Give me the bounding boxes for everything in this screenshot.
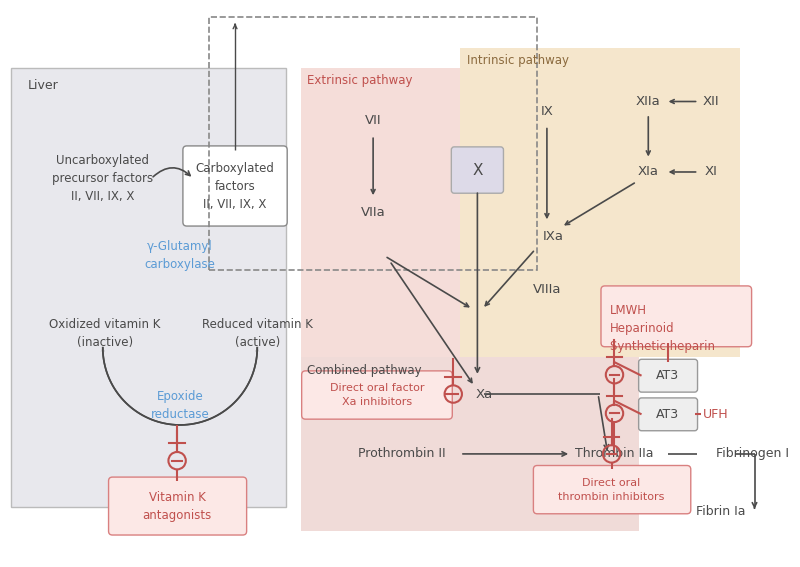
Bar [301,67,460,357]
FancyBboxPatch shape [109,477,246,535]
Text: Oxidized vitamin K
(inactive): Oxidized vitamin K (inactive) [49,318,160,349]
Text: Xa: Xa [475,388,493,400]
Bar [460,48,740,357]
Text: XII: XII [702,95,719,108]
Text: Fibrinogen I: Fibrinogen I [716,447,789,460]
Text: γ-Glutamyl
carboxylase: γ-Glutamyl carboxylase [145,240,215,272]
Text: Prothrombin II: Prothrombin II [358,447,446,460]
Text: XI: XI [705,166,718,179]
Text: VIIIa: VIIIa [533,284,561,297]
Text: XIIa: XIIa [636,95,661,108]
Text: Vitamin K
antagonists: Vitamin K antagonists [142,490,212,522]
Text: AT3: AT3 [656,369,679,382]
FancyBboxPatch shape [638,398,698,431]
Text: Extrinsic pathway: Extrinsic pathway [307,74,413,87]
Text: IX: IX [541,105,554,118]
Text: XIa: XIa [638,166,658,179]
Text: Direct oral
thrombin inhibitors: Direct oral thrombin inhibitors [558,477,665,502]
Text: Uncarboxylated
precursor factors
II, VII, IX, X: Uncarboxylated precursor factors II, VII… [52,154,154,203]
Text: Fibrin Ia: Fibrin Ia [696,505,746,518]
Text: LMWH
Heparinoid
Synthetic heparin: LMWH Heparinoid Synthetic heparin [610,304,714,353]
Text: VIIa: VIIa [361,206,386,219]
Text: Thrombin IIa: Thrombin IIa [575,447,654,460]
Text: Epoxide
reductase: Epoxide reductase [150,390,210,421]
Text: Direct oral factor
Xa inhibitors: Direct oral factor Xa inhibitors [330,383,424,407]
Text: X: X [472,163,482,177]
FancyBboxPatch shape [302,371,452,419]
FancyBboxPatch shape [601,286,752,347]
Text: Combined pathway: Combined pathway [307,364,422,377]
Text: Intrinsic pathway: Intrinsic pathway [466,54,569,67]
Bar [209,18,538,270]
Text: Reduced vitamin K
(active): Reduced vitamin K (active) [202,318,313,349]
Text: UFH: UFH [703,408,729,421]
Bar [301,357,638,531]
FancyBboxPatch shape [534,466,690,514]
Text: Carboxylated
factors
II, VII, IX, X: Carboxylated factors II, VII, IX, X [196,162,274,211]
Text: AT3: AT3 [656,408,679,421]
Text: Liver: Liver [27,79,58,92]
FancyBboxPatch shape [183,146,287,226]
Text: VII: VII [365,115,382,128]
Bar [11,67,286,507]
FancyBboxPatch shape [638,359,698,392]
FancyBboxPatch shape [451,147,503,193]
Text: IXa: IXa [543,230,564,243]
